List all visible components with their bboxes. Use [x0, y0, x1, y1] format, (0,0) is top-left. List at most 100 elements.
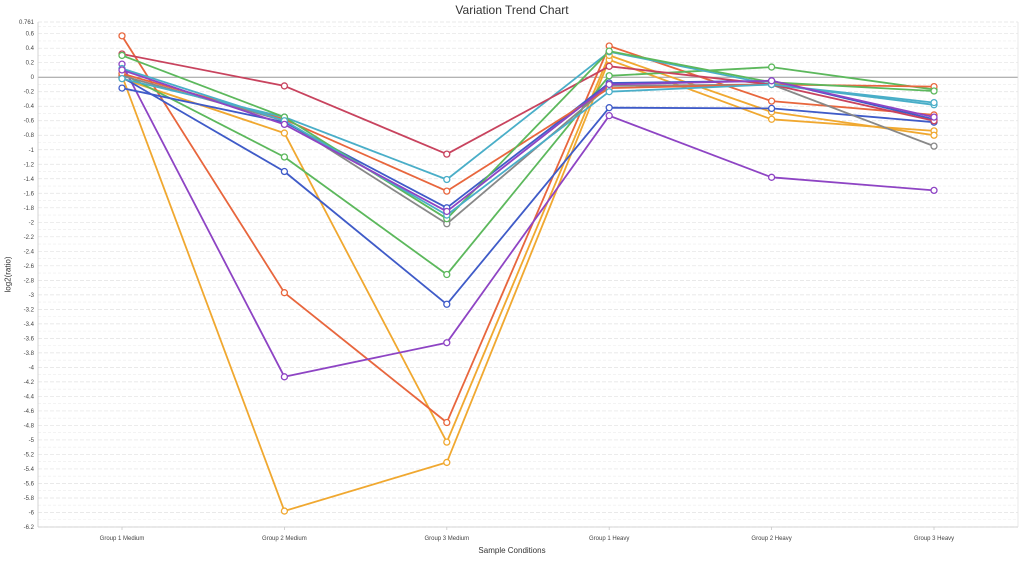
data-point	[280, 153, 289, 161]
data-point	[280, 167, 289, 176]
data-point	[605, 47, 613, 55]
y-tick-label: -6	[29, 510, 35, 516]
data-point	[443, 207, 451, 216]
y-tick-label: -0.6	[24, 119, 35, 125]
series-line	[121, 63, 935, 378]
y-tick-label: -5	[29, 438, 35, 444]
data-point	[443, 458, 451, 467]
data-point	[767, 97, 776, 105]
data-point	[118, 84, 126, 92]
x-tick-label: Group 1 Heavy	[589, 536, 629, 542]
y-tick-label: -4.4	[24, 394, 35, 400]
series-line	[121, 50, 935, 220]
data-point	[930, 186, 938, 195]
y-tick-label: -1.6	[24, 191, 35, 197]
data-point	[280, 120, 289, 129]
y-tick-label: -1.4	[24, 177, 35, 183]
data-point	[280, 507, 289, 515]
axis-layer: 0.761 0.6 0.4 0.2 0 -0.2 -0.4 -0.6 -0.8 -1 -1.2 -1.…	[19, 20, 1019, 542]
data-point	[767, 63, 776, 71]
chart-title: Variation Trend Chart	[455, 3, 569, 17]
y-tick-label: -5.2	[24, 452, 35, 458]
data-point	[605, 72, 613, 80]
y-tick-label: -2.4	[24, 249, 35, 255]
data-point	[767, 104, 776, 113]
data-point	[930, 98, 938, 107]
data-point	[930, 113, 938, 121]
y-tick-label: -2.2	[24, 235, 35, 241]
y-tick-label: -5.4	[24, 467, 35, 473]
data-point	[605, 88, 613, 96]
y-tick-label: -6.2	[24, 525, 35, 531]
y-tick-label: 0.761	[19, 20, 35, 26]
data-point	[443, 339, 451, 347]
series-line	[121, 66, 935, 276]
series-layer	[118, 32, 938, 515]
y-tick-label: -1	[29, 148, 35, 154]
y-tick-label: -1.2	[24, 162, 35, 168]
y-tick-label: -3.8	[24, 351, 35, 357]
series-line	[121, 54, 935, 444]
x-tick-label: Group 1 Medium	[100, 536, 145, 542]
data-point	[280, 129, 289, 137]
data-point	[118, 75, 126, 83]
data-point	[280, 289, 289, 297]
data-point	[930, 131, 938, 139]
data-point	[605, 62, 613, 70]
x-tick-label: Group 3 Medium	[424, 536, 469, 542]
series-line	[121, 69, 935, 213]
x-tick-label: Group 3 Heavy	[914, 536, 954, 542]
y-tick-label: -0.8	[24, 133, 35, 139]
data-point	[767, 115, 776, 123]
data-point	[443, 175, 451, 184]
data-point	[605, 80, 613, 89]
series-line	[121, 53, 935, 156]
data-point	[118, 66, 126, 74]
y-tick-label: -2	[29, 220, 35, 226]
data-point	[605, 112, 613, 120]
y-tick-label: 0.6	[26, 32, 35, 38]
data-point	[930, 142, 938, 150]
y-tick-label: -2.8	[24, 278, 35, 284]
series-line	[121, 76, 935, 306]
y-tick-label: 0	[31, 75, 35, 81]
y-tick-label: 0.2	[26, 61, 35, 67]
data-point	[930, 87, 938, 95]
y-tick-label: -5.8	[24, 496, 35, 502]
x-tick-label: Group 2 Heavy	[751, 536, 791, 542]
y-tick-label: -0.2	[24, 90, 35, 96]
data-point	[443, 270, 451, 279]
y-tick-label: 0.4	[26, 46, 35, 52]
x-tick-label: Group 2 Medium	[262, 536, 307, 542]
data-point	[443, 187, 451, 195]
series-line	[121, 50, 935, 181]
data-point	[443, 418, 451, 427]
y-tick-label: -5.6	[24, 481, 35, 487]
data-point	[280, 373, 289, 381]
y-tick-label: -2.6	[24, 264, 35, 270]
y-tick-label: -4.2	[24, 380, 35, 386]
y-tick-label: -0.4	[24, 104, 35, 110]
y-tick-label: -4	[29, 365, 35, 371]
series-line	[121, 35, 935, 424]
data-point	[767, 173, 776, 181]
data-point	[767, 77, 776, 85]
data-point	[118, 51, 126, 60]
y-tick-label: -4.8	[24, 423, 35, 429]
series-line	[121, 58, 935, 512]
y-tick-label: -3.6	[24, 336, 35, 342]
data-point	[118, 32, 126, 40]
y-tick-label: -3	[29, 293, 35, 299]
y-tick-label: -3.4	[24, 322, 35, 328]
y-tick-label: -3.2	[24, 307, 35, 313]
data-point	[280, 82, 289, 90]
data-point	[443, 438, 451, 446]
data-point	[605, 104, 613, 112]
data-point	[443, 300, 451, 308]
x-axis-label: Sample Conditions	[478, 546, 546, 555]
y-tick-label: -1.8	[24, 206, 35, 212]
series-line	[121, 74, 935, 225]
data-point	[443, 150, 451, 158]
y-tick-label: -4.6	[24, 409, 35, 415]
